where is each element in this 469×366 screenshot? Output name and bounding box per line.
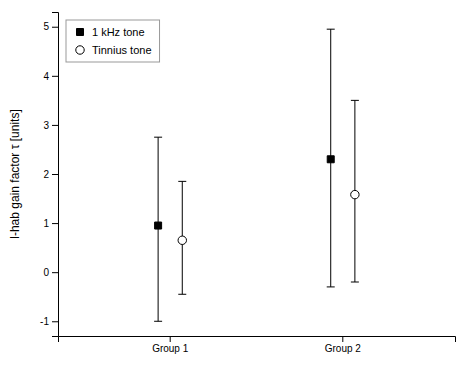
legend-symbol: [77, 29, 84, 36]
y-tick-mark: [52, 125, 58, 126]
error-cap-lower: [178, 294, 186, 295]
x-axis-line: [59, 337, 456, 343]
y-axis-title: l-hab gain factor τ [units]: [8, 109, 22, 238]
y-tick-label: 1: [43, 218, 49, 229]
y-tick-label: 2: [43, 169, 49, 180]
legend-symbol: [76, 46, 84, 54]
legend: 1 kHz tone Tinnius tone: [66, 20, 160, 62]
y-tick-label: 5: [43, 21, 49, 32]
point: [351, 190, 359, 198]
x-tick-mark: [170, 336, 171, 342]
y-tick: 5: [43, 21, 58, 32]
y-tick-mark: [52, 321, 58, 322]
y-tick-label: 0: [43, 267, 49, 278]
error-cap-lower: [327, 286, 335, 287]
y-tick-mark: [52, 272, 58, 273]
point: [155, 222, 162, 229]
legend-item: 1 kHz tone: [77, 26, 145, 38]
x-tick-mark: [342, 336, 343, 342]
y-axis-line: [52, 13, 59, 337]
error-cap-upper: [178, 181, 186, 182]
error-cap-upper: [154, 137, 162, 138]
y-tick: 0: [43, 267, 58, 278]
error-cap-lower: [351, 282, 359, 283]
x-axis: Group 1 Group 2: [59, 336, 456, 354]
x-tick-label: Group 1: [152, 343, 189, 354]
legend-label: Tinnius tone: [92, 44, 152, 56]
x-tick-label: Group 2: [325, 343, 362, 354]
series: [154, 29, 335, 321]
error-cap-upper: [351, 100, 359, 101]
y-tick: 4: [43, 71, 58, 82]
y-axis: -1 0 1 2 3 4 5: [40, 13, 58, 337]
y-tick-label: -1: [40, 316, 49, 327]
legend-label: 1 kHz tone: [92, 26, 145, 38]
error-cap-lower: [154, 321, 162, 322]
y-tick: 3: [43, 120, 58, 131]
y-tick: 2: [43, 169, 58, 180]
chart: -1 0 1 2 3 4 5 Group 1 Group 2 l-hab gain factor …: [0, 0, 469, 366]
legend-box: [66, 20, 160, 62]
y-tick-mark: [52, 76, 58, 77]
legend-item: Tinnius tone: [76, 44, 152, 56]
y-tick-mark: [52, 174, 58, 175]
series: [178, 100, 359, 294]
plot-area: [154, 29, 359, 321]
y-tick-label: 3: [43, 120, 49, 131]
point: [178, 236, 186, 244]
y-tick-mark: [52, 27, 58, 28]
y-tick-mark: [52, 223, 58, 224]
x-tick: Group 1: [152, 336, 189, 354]
point: [327, 156, 334, 163]
y-tick: 1: [43, 218, 58, 229]
error-cap-upper: [327, 29, 335, 30]
y-tick: -1: [40, 316, 58, 327]
x-tick: Group 2: [325, 336, 362, 354]
y-tick-label: 4: [43, 71, 49, 82]
